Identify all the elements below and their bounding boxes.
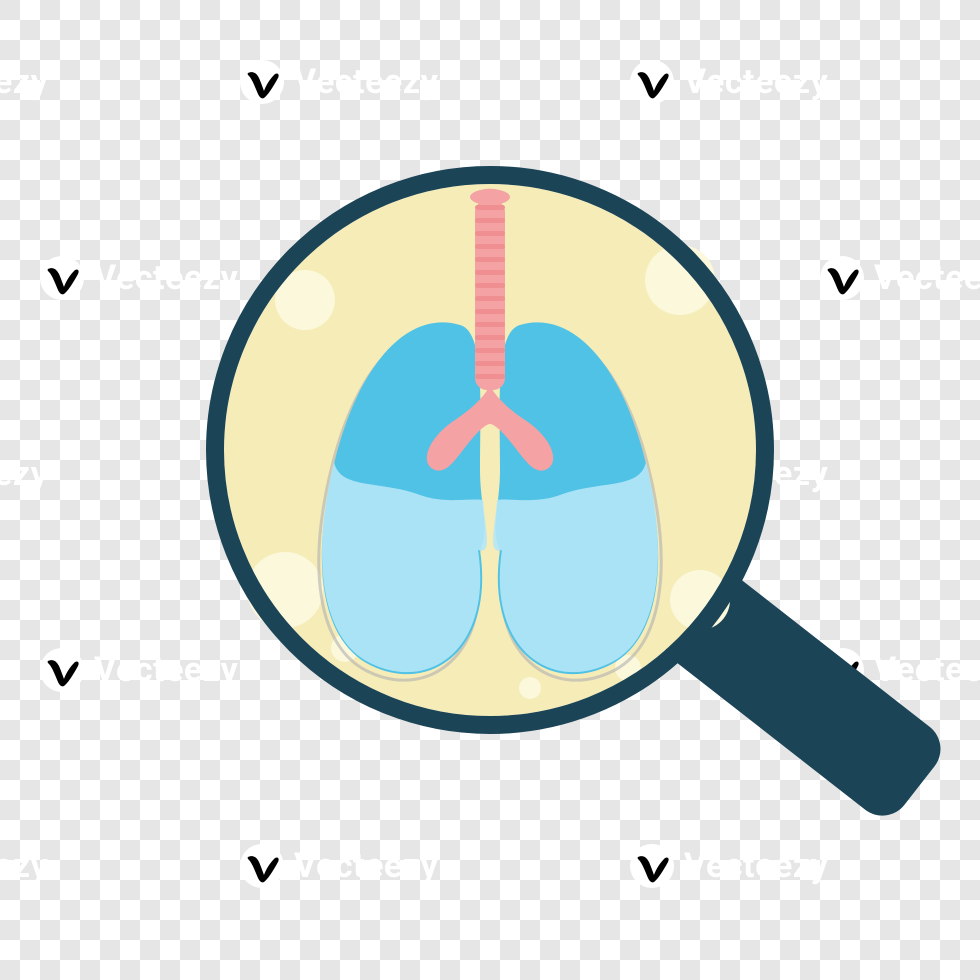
particle-dot <box>519 677 541 699</box>
lungs-magnifier-illustration <box>0 0 980 980</box>
image-stage: VecteezyVecteezyVecteezyVecteezyVecteezy… <box>0 0 980 980</box>
